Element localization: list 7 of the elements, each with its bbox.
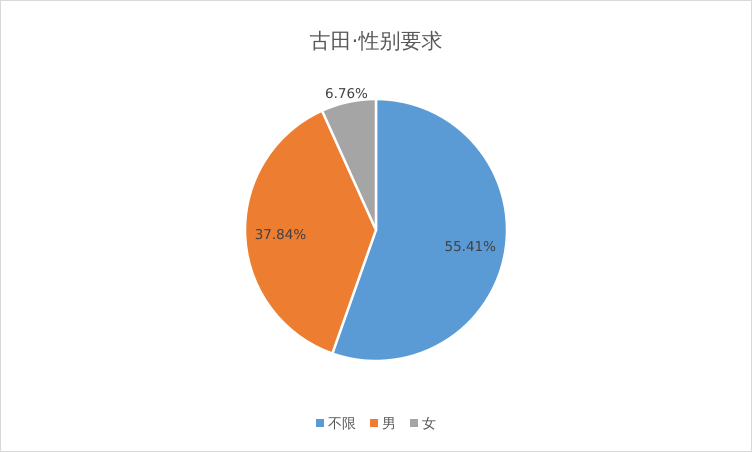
legend-label: 男 (382, 416, 396, 432)
chart-title: 古田·性别要求 (310, 29, 442, 53)
data-label: 55.41% (444, 239, 496, 256)
legend-label: 不限 (328, 416, 356, 432)
data-label: 37.84% (254, 227, 306, 244)
legend-label: 女 (422, 416, 436, 432)
data-label: 6.76% (325, 86, 368, 102)
